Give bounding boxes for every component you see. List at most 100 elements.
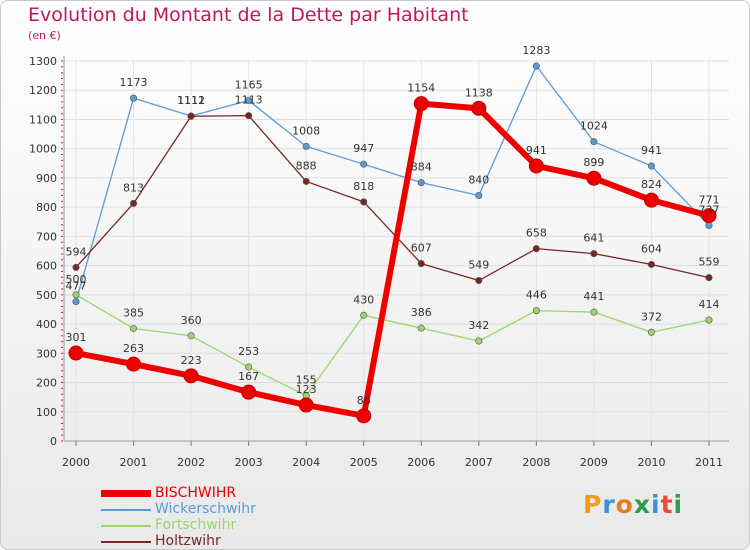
data-point-holtzwihr bbox=[302, 177, 310, 185]
data-label-holtzwihr: 559 bbox=[699, 256, 720, 269]
y-tick-label: 0 bbox=[50, 435, 57, 448]
data-label-bischwihr: 123 bbox=[296, 383, 317, 396]
data-label-wickerschwihr: 840 bbox=[468, 173, 489, 186]
legend-label-holtzwihr: Holtzwihr bbox=[155, 533, 221, 549]
plot-area bbox=[64, 59, 731, 441]
data-point-holtzwihr bbox=[360, 198, 368, 206]
data-label-wickerschwihr: 1024 bbox=[580, 120, 608, 133]
data-point-bischwihr bbox=[528, 158, 544, 174]
data-point-fortschwihr bbox=[475, 337, 483, 345]
data-point-wickerschwihr bbox=[72, 298, 80, 306]
x-tick-label: 2002 bbox=[177, 456, 205, 469]
legend-swatch-bischwihr bbox=[101, 490, 151, 497]
data-label-holtzwihr: 1113 bbox=[235, 94, 263, 107]
data-point-wickerschwihr bbox=[417, 179, 425, 187]
data-label-holtzwihr: 818 bbox=[353, 180, 374, 193]
data-point-fortschwihr bbox=[187, 332, 195, 340]
series-line-holtzwihr bbox=[75, 115, 710, 282]
data-point-bischwihr bbox=[356, 408, 372, 424]
data-label-bischwihr: 1154 bbox=[407, 82, 435, 95]
data-point-wickerschwihr bbox=[705, 222, 713, 230]
data-point-wickerschwihr bbox=[590, 138, 598, 146]
data-label-holtzwihr: 607 bbox=[411, 242, 432, 255]
x-tick-label: 2000 bbox=[62, 456, 90, 469]
data-label-fortschwihr: 253 bbox=[238, 345, 259, 358]
data-label-fortschwihr: 342 bbox=[468, 319, 489, 332]
data-point-holtzwihr bbox=[245, 112, 253, 120]
data-label-fortschwihr: 430 bbox=[353, 293, 374, 306]
data-label-holtzwihr: 658 bbox=[526, 227, 547, 240]
data-point-fortschwihr bbox=[590, 308, 598, 316]
data-label-holtzwihr: 1111 bbox=[177, 94, 205, 107]
data-point-bischwihr bbox=[471, 100, 487, 116]
y-tick-label: 1000 bbox=[29, 143, 57, 156]
data-point-fortschwihr bbox=[647, 328, 655, 336]
data-point-fortschwihr bbox=[72, 291, 80, 299]
data-point-wickerschwihr bbox=[302, 142, 310, 150]
data-label-wickerschwihr: 941 bbox=[641, 144, 662, 157]
data-point-fortschwihr bbox=[417, 324, 425, 332]
x-tick-label: 2001 bbox=[120, 456, 148, 469]
data-label-bischwihr: 167 bbox=[238, 370, 259, 383]
data-label-fortschwihr: 372 bbox=[641, 310, 662, 323]
data-label-wickerschwihr: 737 bbox=[699, 204, 720, 217]
data-label-holtzwihr: 549 bbox=[468, 259, 489, 272]
x-tick-label: 2006 bbox=[407, 456, 435, 469]
data-label-bischwihr: 941 bbox=[526, 144, 547, 157]
data-point-holtzwihr bbox=[532, 245, 540, 253]
legend-swatch-holtzwihr bbox=[101, 541, 151, 543]
data-point-holtzwihr bbox=[647, 260, 655, 268]
data-point-fortschwihr bbox=[130, 324, 138, 332]
data-label-bischwihr: 1138 bbox=[465, 86, 493, 99]
data-point-bischwihr bbox=[701, 208, 717, 224]
data-point-holtzwihr bbox=[187, 112, 195, 120]
x-tick-label: 2004 bbox=[292, 456, 320, 469]
x-tick-label: 2011 bbox=[695, 456, 723, 469]
data-point-wickerschwihr bbox=[532, 62, 540, 70]
y-tick-label: 1200 bbox=[29, 84, 57, 97]
data-label-bischwihr: 86 bbox=[357, 394, 371, 407]
y-tick-label: 400 bbox=[36, 318, 57, 331]
data-point-holtzwihr bbox=[417, 260, 425, 268]
data-label-fortschwihr: 360 bbox=[181, 314, 202, 327]
data-point-fortschwihr bbox=[705, 316, 713, 324]
data-point-wickerschwihr bbox=[360, 160, 368, 168]
data-label-bischwihr: 223 bbox=[181, 354, 202, 367]
data-label-bischwihr: 301 bbox=[66, 331, 87, 344]
data-point-fortschwihr bbox=[532, 307, 540, 315]
y-tick-label: 1300 bbox=[29, 55, 57, 68]
x-tick-label: 2003 bbox=[235, 456, 263, 469]
data-point-holtzwihr bbox=[475, 277, 483, 285]
y-tick-label: 900 bbox=[36, 172, 57, 185]
series-line-fortschwihr bbox=[75, 294, 710, 397]
data-point-holtzwihr bbox=[130, 199, 138, 207]
data-label-bischwihr: 899 bbox=[583, 156, 604, 169]
series-line-wickerschwihr bbox=[75, 65, 710, 302]
x-tick-label: 2010 bbox=[637, 456, 665, 469]
x-tick-label: 2007 bbox=[465, 456, 493, 469]
y-tick-label: 600 bbox=[36, 260, 57, 273]
data-label-bischwihr: 824 bbox=[641, 178, 662, 191]
data-label-wickerschwihr: 884 bbox=[411, 161, 432, 174]
proxiti-logo: Proxiti bbox=[583, 490, 684, 519]
data-point-holtzwihr bbox=[72, 263, 80, 271]
data-point-bischwihr bbox=[586, 170, 602, 186]
data-label-wickerschwihr: 1173 bbox=[120, 76, 148, 89]
x-tick-label: 2009 bbox=[580, 456, 608, 469]
legend-swatch-wickerschwihr bbox=[101, 509, 151, 511]
y-tick-label: 300 bbox=[36, 347, 57, 360]
data-label-wickerschwihr: 477 bbox=[66, 280, 87, 293]
legend-swatch-fortschwihr bbox=[101, 525, 151, 527]
x-tick-label: 2005 bbox=[350, 456, 378, 469]
data-point-wickerschwihr bbox=[245, 96, 253, 104]
series-line-bischwihr bbox=[75, 100, 710, 419]
data-label-fortschwihr: 500 bbox=[66, 273, 87, 286]
data-point-holtzwihr bbox=[705, 274, 713, 282]
data-point-fortschwihr bbox=[245, 363, 253, 371]
data-point-fortschwihr bbox=[360, 311, 368, 319]
data-label-fortschwihr: 386 bbox=[411, 306, 432, 319]
y-tick-label: 200 bbox=[36, 377, 57, 390]
data-label-holtzwihr: 813 bbox=[123, 181, 144, 194]
